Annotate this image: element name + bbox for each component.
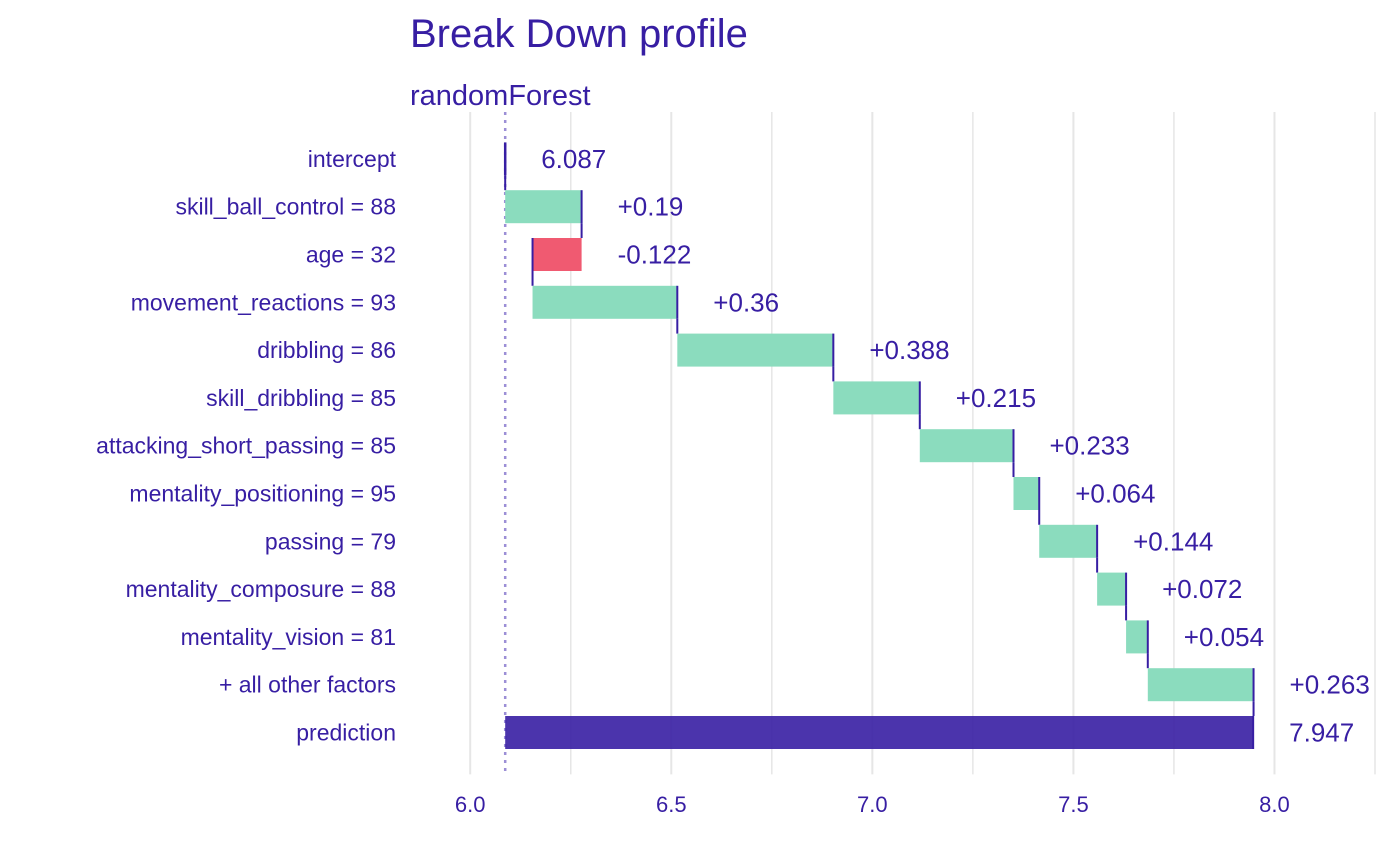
x-tick-label: 7.5 <box>1058 792 1089 817</box>
bar-positive <box>1013 477 1040 510</box>
variable-label: skill_dribbling = 85 <box>206 385 396 411</box>
bar-positive <box>1097 572 1127 606</box>
x-axis: 6.0 6.5 7.0 7.5 8.0 <box>455 792 1290 817</box>
variable-label: mentality_positioning = 95 <box>129 481 396 507</box>
value-label: +0.19 <box>618 192 684 222</box>
variable-label: intercept <box>308 146 397 172</box>
bar-positive <box>677 333 834 367</box>
variable-label: mentality_composure = 88 <box>126 576 396 602</box>
x-tick-label: 7.0 <box>857 792 888 817</box>
bar-negative <box>532 238 582 271</box>
variable-label: mentality_vision = 81 <box>181 624 396 650</box>
bar-positive <box>1147 668 1254 702</box>
label-layer: 6.087 intercept +0.19 skill_ball_control = … <box>96 144 1370 748</box>
variable-label: dribbling = 86 <box>257 337 396 363</box>
variable-label: skill_ball_control = 88 <box>175 194 396 220</box>
bar-prediction <box>505 716 1254 749</box>
value-label: 7.947 <box>1289 718 1354 748</box>
bar-positive <box>833 381 920 415</box>
value-label: +0.36 <box>713 287 779 317</box>
variable-label: movement_reactions = 93 <box>131 289 396 315</box>
variable-label: age = 32 <box>306 242 396 268</box>
value-label: +0.054 <box>1184 622 1264 652</box>
value-label: -0.122 <box>618 240 692 270</box>
grid-layer <box>469 112 1376 775</box>
value-label: +0.388 <box>869 335 949 365</box>
chart-title: Break Down profile <box>410 12 748 56</box>
value-label: 6.087 <box>541 144 606 174</box>
chart-subtitle: randomForest <box>410 80 591 112</box>
value-label: +0.233 <box>1049 431 1129 461</box>
bar-positive <box>919 429 1014 463</box>
x-tick-label: 6.5 <box>656 792 687 817</box>
variable-label: + all other factors <box>219 672 396 698</box>
value-label: +0.263 <box>1290 670 1370 700</box>
value-label: +0.064 <box>1075 479 1155 509</box>
bar-positive <box>505 190 582 224</box>
bar-positive <box>1039 524 1098 558</box>
x-tick-label: 8.0 <box>1259 792 1290 817</box>
bar-positive <box>1126 620 1148 654</box>
bar-positive <box>532 285 678 319</box>
variable-label: prediction <box>296 720 396 746</box>
variable-label: attacking_short_passing = 85 <box>96 433 396 459</box>
bar-layer <box>503 142 1255 749</box>
x-tick-label: 6.0 <box>455 792 486 817</box>
value-label: +0.144 <box>1133 526 1213 556</box>
value-label: +0.072 <box>1162 574 1242 604</box>
value-label: +0.215 <box>956 383 1036 413</box>
variable-label: passing = 79 <box>265 528 396 554</box>
